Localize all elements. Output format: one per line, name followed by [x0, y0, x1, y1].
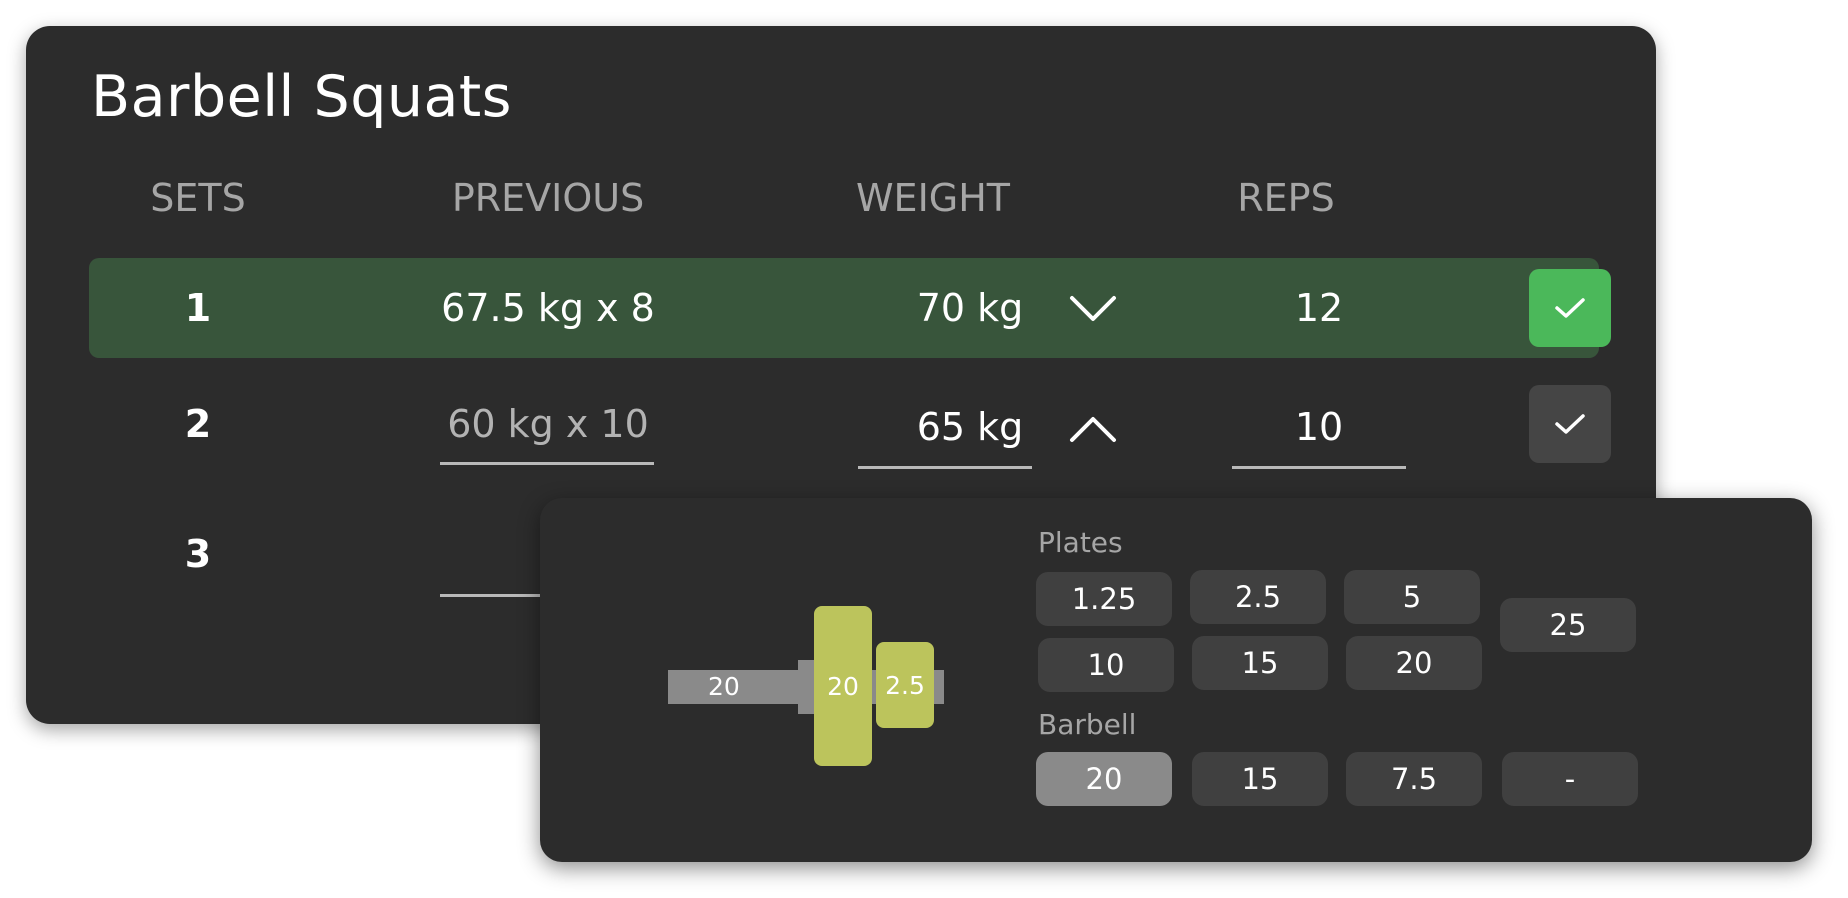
checkmark-icon: [1555, 414, 1585, 434]
barbell-label: Barbell: [1038, 708, 1137, 741]
plate-option-15[interactable]: 15: [1192, 636, 1328, 690]
set-number: 2: [184, 402, 212, 446]
barbell-option-none[interactable]: -: [1502, 752, 1638, 806]
plate-calculator-popover: 20 20 2.5 Plates 1.25 2.5 5 10 15 20 25 …: [540, 498, 1812, 862]
barbell-option-7-5[interactable]: 7.5: [1346, 752, 1482, 806]
complete-set-button[interactable]: [1529, 269, 1611, 347]
previous-value: 60 kg x 10: [447, 402, 649, 446]
checkmark-icon: [1555, 298, 1585, 318]
set-row-1[interactable]: 1 67.5 kg x 8 70 kg 12: [89, 258, 1611, 358]
chevron-up-icon[interactable]: [1063, 410, 1123, 450]
plate-option-1-25[interactable]: 1.25: [1036, 572, 1172, 626]
reps-input[interactable]: 12: [1294, 286, 1344, 330]
weight-input[interactable]: 70 kg: [916, 286, 1024, 330]
set-number: 3: [184, 532, 212, 576]
plate-option-5[interactable]: 5: [1344, 570, 1480, 624]
reps-underline: [1232, 466, 1406, 469]
plate-option-2-5[interactable]: 2.5: [1190, 570, 1326, 624]
barbell-option-15[interactable]: 15: [1192, 752, 1328, 806]
column-header-sets: SETS: [150, 176, 246, 220]
plate-20: 20: [814, 606, 872, 766]
barbell-collar: [798, 660, 816, 714]
column-header-previous: PREVIOUS: [451, 176, 645, 220]
exercise-title: Barbell Squats: [91, 64, 512, 130]
plate-option-25[interactable]: 25: [1500, 598, 1636, 652]
reps-input[interactable]: 10: [1294, 405, 1344, 449]
column-header-weight: WEIGHT: [855, 176, 1011, 220]
plates-label: Plates: [1038, 526, 1123, 559]
plate-option-20[interactable]: 20: [1346, 636, 1482, 690]
bar-weight-label: 20: [708, 672, 740, 701]
barbell-option-20[interactable]: 20: [1036, 752, 1172, 806]
weight-input[interactable]: 65 kg: [916, 405, 1024, 449]
previous-underline: [440, 462, 654, 465]
chevron-down-icon[interactable]: [1063, 288, 1123, 328]
plate-option-10[interactable]: 10: [1038, 638, 1174, 692]
complete-set-button[interactable]: [1529, 385, 1611, 463]
plate-2-5: 2.5: [876, 642, 934, 728]
barbell-visual: 20 20 2.5: [668, 606, 968, 766]
column-header-reps: REPS: [1237, 176, 1335, 220]
set-number: 1: [184, 286, 212, 330]
set-row-2[interactable]: 2 60 kg x 10 65 kg 10: [89, 374, 1611, 474]
previous-value: 67.5 kg x 8: [441, 286, 655, 330]
weight-underline: [858, 466, 1032, 469]
